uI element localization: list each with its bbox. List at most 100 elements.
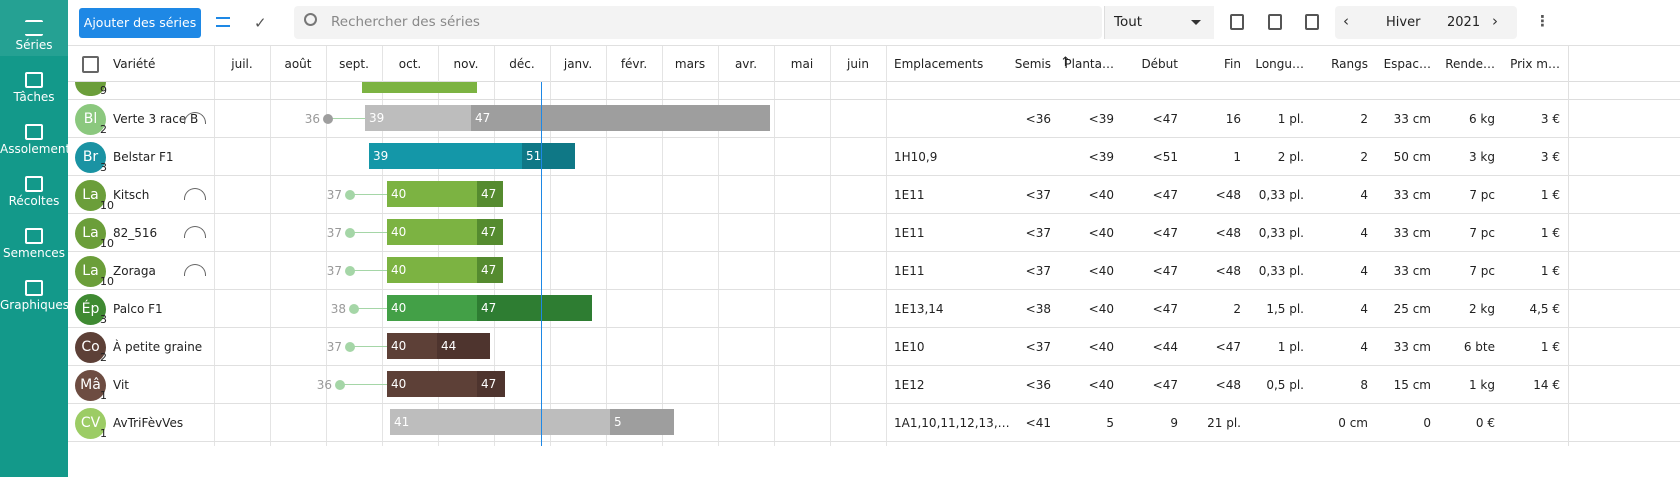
month-header[interactable]: juil. bbox=[231, 57, 253, 71]
month-header[interactable]: mars bbox=[674, 57, 706, 71]
bar-harvest[interactable] bbox=[471, 105, 770, 131]
select-all[interactable] bbox=[82, 56, 99, 73]
row[interactable] bbox=[68, 252, 1680, 290]
nav-label[interactable]: Graphiques bbox=[0, 298, 69, 312]
nav-icon[interactable] bbox=[25, 228, 43, 244]
bar-harvest[interactable] bbox=[477, 257, 503, 283]
cell: 8 bbox=[1360, 378, 1368, 392]
bar-harvest[interactable] bbox=[437, 333, 490, 359]
bar-end: 51 bbox=[526, 149, 542, 163]
header-variety[interactable]: Variété bbox=[113, 57, 156, 71]
bar-growth[interactable] bbox=[387, 181, 477, 207]
tool-icon[interactable] bbox=[1268, 14, 1282, 30]
nav-icon[interactable] bbox=[25, 280, 43, 296]
variety-name[interactable]: AvTriFèvVes bbox=[113, 416, 184, 430]
variety-name[interactable]: Kitsch bbox=[113, 188, 150, 202]
bar-harvest[interactable] bbox=[477, 371, 505, 397]
next-icon[interactable]: › bbox=[1492, 12, 1498, 30]
row[interactable] bbox=[68, 100, 1680, 138]
add-button[interactable]: Ajouter des séries bbox=[79, 8, 201, 38]
sort-icon[interactable] bbox=[216, 17, 230, 27]
tool-icon[interactable] bbox=[1305, 14, 1319, 30]
variety-name[interactable]: À petite graine bbox=[113, 340, 203, 354]
month-header[interactable]: août bbox=[284, 57, 312, 71]
avatar-count: 10 bbox=[100, 199, 114, 212]
cell: 33 cm bbox=[1393, 340, 1431, 354]
season-box[interactable] bbox=[1335, 6, 1517, 39]
bar-harvest[interactable] bbox=[610, 409, 674, 435]
row[interactable] bbox=[68, 138, 1680, 176]
column-header[interactable]: Rangs bbox=[1331, 57, 1368, 71]
cell: <41 bbox=[1025, 416, 1051, 430]
bar-harvest[interactable] bbox=[477, 181, 503, 207]
nav-label[interactable]: Tâches bbox=[13, 90, 55, 104]
search-input[interactable]: Rechercher des séries bbox=[331, 14, 480, 30]
nav-icon[interactable] bbox=[25, 124, 43, 140]
month-header[interactable]: mai bbox=[790, 57, 814, 71]
bar-growth[interactable] bbox=[387, 295, 477, 321]
bar-growth[interactable] bbox=[387, 219, 477, 245]
bar-growth[interactable] bbox=[387, 333, 437, 359]
bar-harvest[interactable] bbox=[522, 143, 575, 169]
row[interactable] bbox=[68, 176, 1680, 214]
variety-name[interactable]: Belstar F1 bbox=[113, 150, 174, 164]
cell: <47 bbox=[1215, 340, 1241, 354]
search-bar[interactable] bbox=[294, 6, 1102, 39]
nav-icon[interactable] bbox=[25, 176, 43, 192]
menu-icon[interactable]: ⋮ bbox=[1535, 12, 1550, 30]
cell: 4 bbox=[1360, 264, 1368, 278]
row[interactable] bbox=[68, 290, 1680, 328]
row[interactable] bbox=[68, 404, 1680, 442]
row[interactable] bbox=[68, 328, 1680, 366]
column-header[interactable]: Semis bbox=[1014, 57, 1051, 71]
bar-harvest[interactable] bbox=[477, 219, 503, 245]
nav-label[interactable]: Récoltes bbox=[8, 194, 60, 208]
month-header[interactable]: nov. bbox=[453, 57, 479, 71]
cell: 1 € bbox=[1540, 340, 1560, 354]
header-location[interactable]: Emplacements bbox=[894, 57, 984, 71]
column-header[interactable]: Fin bbox=[1224, 57, 1241, 71]
sow-line bbox=[350, 232, 387, 233]
variety-name[interactable]: Zoraga bbox=[113, 264, 156, 278]
column-header[interactable]: Début bbox=[1141, 57, 1178, 71]
month-header[interactable]: juin bbox=[847, 57, 869, 71]
column-header[interactable]: Planta… bbox=[1064, 57, 1114, 71]
column-header[interactable]: Rende… bbox=[1445, 57, 1495, 71]
month-header[interactable]: oct. bbox=[398, 57, 422, 71]
nav-label[interactable]: Semences bbox=[3, 246, 65, 260]
bar-growth[interactable] bbox=[387, 371, 477, 397]
variety-name[interactable]: Palco F1 bbox=[113, 302, 163, 316]
bar-growth[interactable] bbox=[387, 257, 477, 283]
variety-name[interactable]: 82_516 bbox=[113, 226, 158, 240]
column-header[interactable]: Espac… bbox=[1383, 57, 1431, 71]
location: 1A1,10,11,12,13,… bbox=[894, 416, 1010, 430]
month-header[interactable]: janv. bbox=[563, 57, 593, 71]
row[interactable] bbox=[68, 366, 1680, 404]
month-header[interactable]: févr. bbox=[620, 57, 648, 71]
sow-line bbox=[350, 346, 387, 347]
cell: <44 bbox=[1152, 340, 1178, 354]
row[interactable] bbox=[68, 214, 1680, 252]
bar-growth[interactable] bbox=[390, 409, 610, 435]
variety-name[interactable]: Vit bbox=[113, 378, 129, 392]
variety-name[interactable]: Verte 3 race B bbox=[113, 112, 199, 126]
bar-growth[interactable] bbox=[369, 143, 522, 169]
column-header[interactable]: Longu… bbox=[1255, 57, 1304, 71]
month-header[interactable]: avr. bbox=[734, 57, 758, 71]
nav-label[interactable]: Séries bbox=[15, 38, 53, 52]
column-header[interactable]: Prix m… bbox=[1510, 57, 1560, 71]
bar-harvest[interactable] bbox=[477, 295, 592, 321]
nav-label[interactable]: Assolement bbox=[0, 142, 71, 156]
bar-growth[interactable] bbox=[365, 105, 471, 131]
cell: 33 cm bbox=[1393, 264, 1431, 278]
nav-icon[interactable] bbox=[25, 72, 43, 88]
nav-icon[interactable] bbox=[25, 20, 43, 36]
filter-label[interactable]: Tout bbox=[1114, 14, 1143, 30]
month-header[interactable]: sept. bbox=[339, 57, 369, 71]
prev-icon[interactable]: ‹ bbox=[1343, 12, 1349, 30]
cell: 7 pc bbox=[1469, 226, 1495, 240]
tool-icon[interactable] bbox=[1230, 14, 1244, 30]
cell: 3 € bbox=[1540, 112, 1560, 126]
check-icon[interactable]: ✓ bbox=[254, 14, 267, 32]
month-header[interactable]: déc. bbox=[509, 57, 535, 71]
